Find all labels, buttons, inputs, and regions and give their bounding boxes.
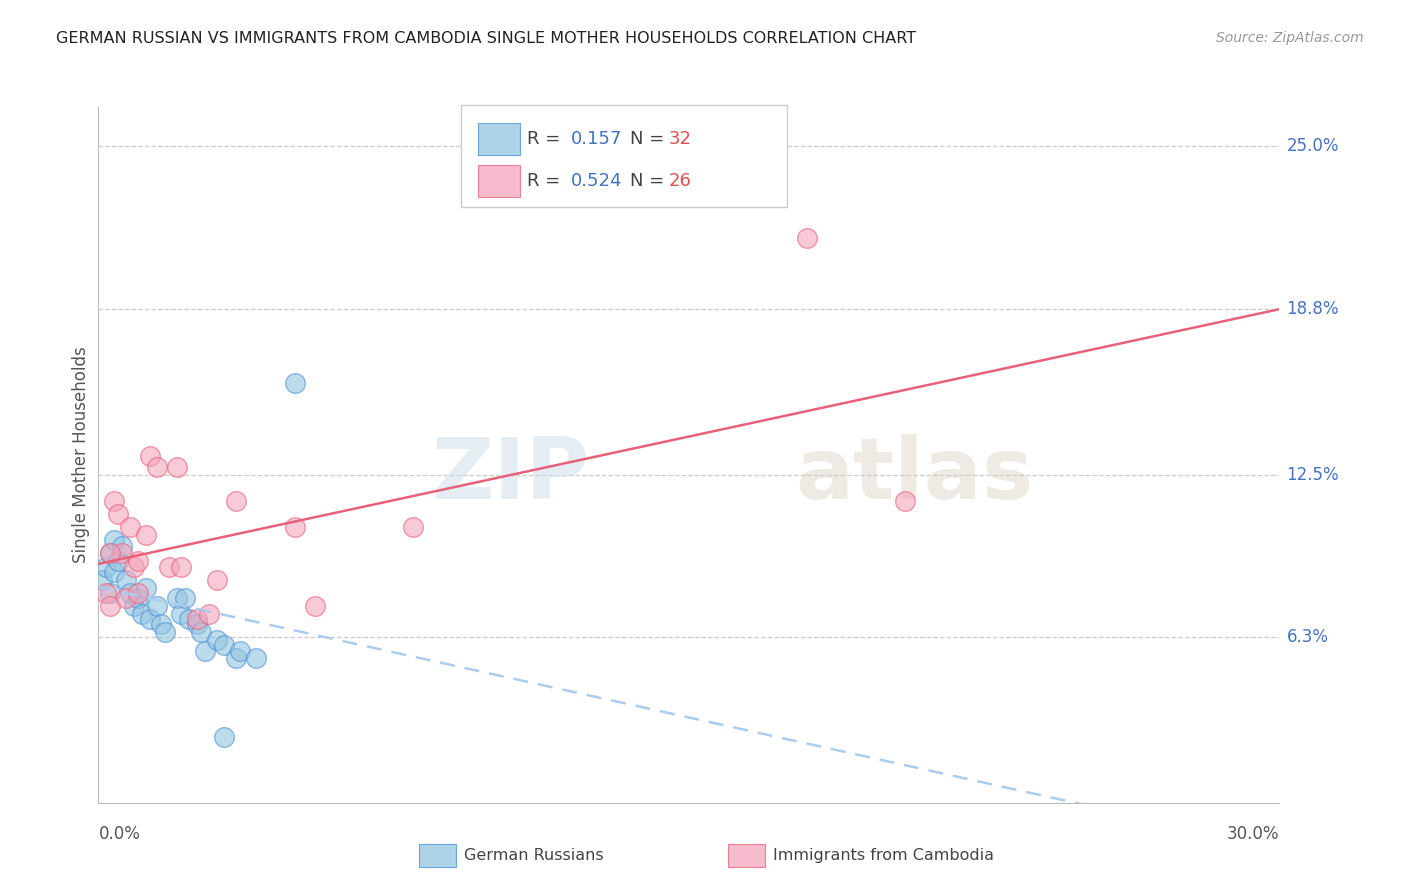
Point <box>157 559 180 574</box>
Point <box>96 559 118 574</box>
Point <box>150 617 173 632</box>
Point <box>894 494 917 508</box>
Point <box>98 546 121 560</box>
Text: ZIP: ZIP <box>430 434 589 517</box>
Point <box>103 533 125 548</box>
Point <box>107 554 129 568</box>
Point <box>229 643 252 657</box>
Point <box>107 507 129 521</box>
Point <box>225 494 247 508</box>
Point <box>135 528 157 542</box>
Text: 26: 26 <box>669 172 692 190</box>
Point <box>115 573 138 587</box>
Text: R =: R = <box>527 172 567 190</box>
Point <box>166 459 188 474</box>
Text: Immigrants from Cambodia: Immigrants from Cambodia <box>773 848 994 863</box>
Point <box>174 591 197 605</box>
Point <box>225 651 247 665</box>
Point <box>98 599 121 613</box>
Point <box>115 591 138 605</box>
Point <box>284 520 307 534</box>
Text: GERMAN RUSSIAN VS IMMIGRANTS FROM CAMBODIA SINGLE MOTHER HOUSEHOLDS CORRELATION : GERMAN RUSSIAN VS IMMIGRANTS FROM CAMBOD… <box>56 31 917 46</box>
Point <box>127 591 149 605</box>
Text: 32: 32 <box>669 130 692 148</box>
Point <box>304 599 326 613</box>
Point <box>98 546 121 560</box>
Point <box>197 607 219 621</box>
FancyBboxPatch shape <box>461 105 787 207</box>
Point <box>135 581 157 595</box>
Point <box>186 612 208 626</box>
Text: Source: ZipAtlas.com: Source: ZipAtlas.com <box>1216 31 1364 45</box>
Point <box>186 617 208 632</box>
Point <box>91 573 114 587</box>
Point <box>146 459 169 474</box>
Text: 12.5%: 12.5% <box>1286 466 1339 483</box>
Text: 18.8%: 18.8% <box>1286 301 1339 318</box>
Point <box>155 625 177 640</box>
Text: 0.157: 0.157 <box>571 130 623 148</box>
Point <box>214 730 236 744</box>
Point <box>138 612 160 626</box>
Point <box>98 586 121 600</box>
Text: atlas: atlas <box>796 434 1033 517</box>
Point <box>796 231 818 245</box>
Point <box>103 565 125 579</box>
Point <box>111 546 134 560</box>
Point <box>284 376 307 390</box>
Text: R =: R = <box>527 130 567 148</box>
Point <box>131 607 153 621</box>
Point <box>205 633 228 648</box>
Point <box>127 586 149 600</box>
Text: N =: N = <box>630 130 669 148</box>
FancyBboxPatch shape <box>478 123 520 155</box>
Point <box>96 586 118 600</box>
Text: N =: N = <box>630 172 669 190</box>
Text: 25.0%: 25.0% <box>1286 137 1339 155</box>
Point <box>166 591 188 605</box>
Point <box>146 599 169 613</box>
Point <box>118 520 141 534</box>
Point <box>170 559 193 574</box>
Point <box>138 449 160 463</box>
Text: German Russians: German Russians <box>464 848 603 863</box>
Point <box>402 520 425 534</box>
Point <box>194 643 217 657</box>
Y-axis label: Single Mother Households: Single Mother Households <box>72 347 90 563</box>
Point <box>127 554 149 568</box>
Point <box>170 607 193 621</box>
Text: 30.0%: 30.0% <box>1227 825 1279 843</box>
Text: 6.3%: 6.3% <box>1286 628 1329 647</box>
Point <box>205 573 228 587</box>
Point <box>214 638 236 652</box>
Text: 0.524: 0.524 <box>571 172 623 190</box>
Point <box>111 539 134 553</box>
Point <box>103 494 125 508</box>
Point <box>177 612 200 626</box>
Point <box>122 559 145 574</box>
Text: 0.0%: 0.0% <box>98 825 141 843</box>
FancyBboxPatch shape <box>478 165 520 197</box>
Point <box>245 651 267 665</box>
Point <box>122 599 145 613</box>
Point <box>118 586 141 600</box>
Point <box>190 625 212 640</box>
